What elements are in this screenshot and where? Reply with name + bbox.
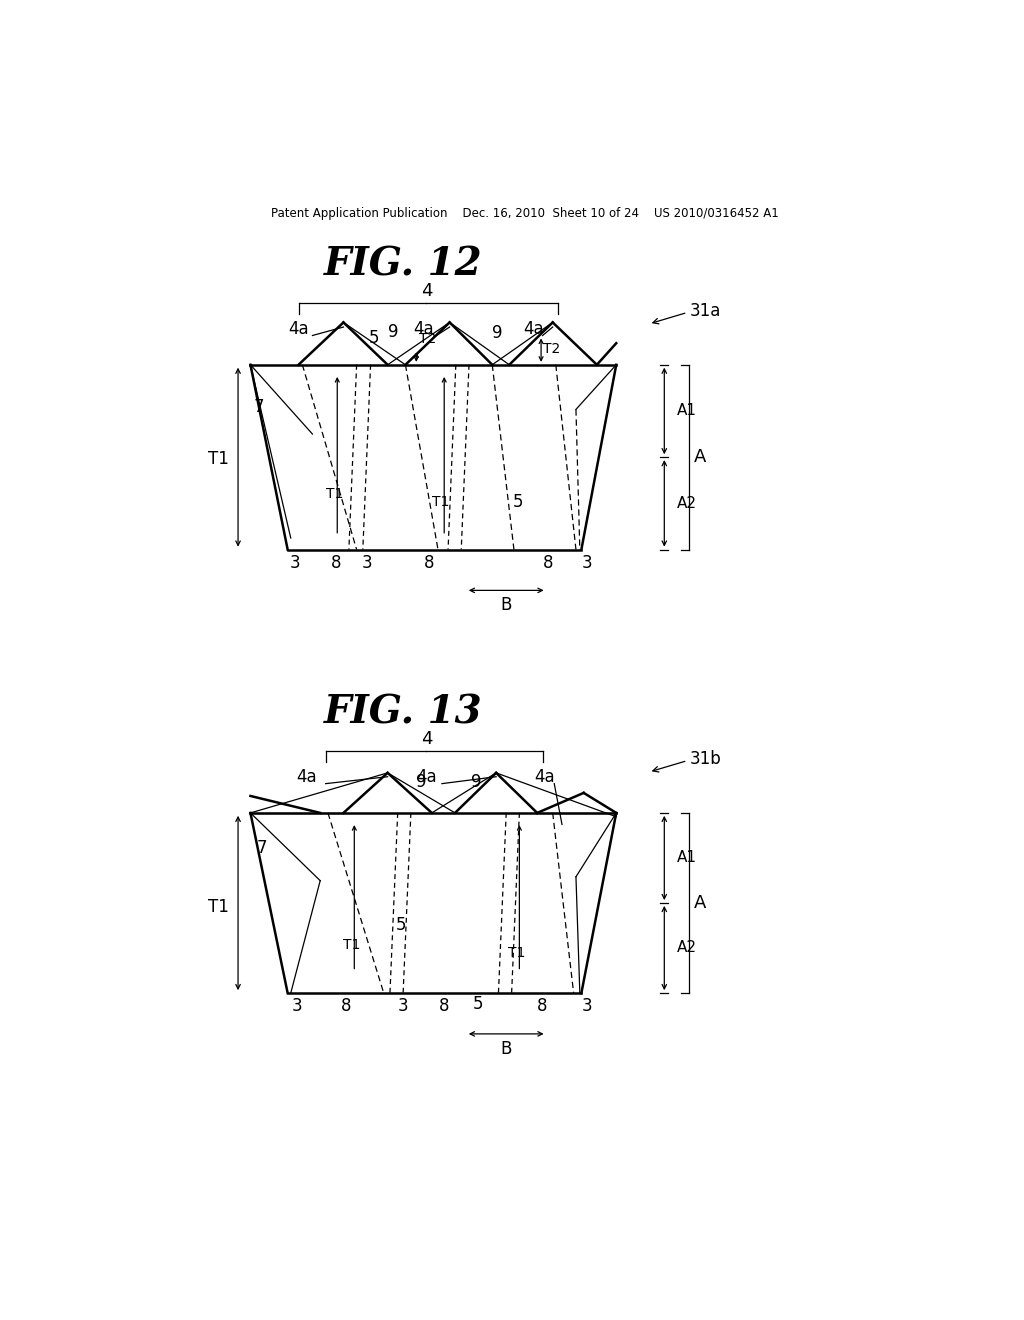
Text: Patent Application Publication    Dec. 16, 2010  Sheet 10 of 24    US 2010/03164: Patent Application Publication Dec. 16, … — [271, 207, 778, 220]
Text: T1: T1 — [326, 487, 343, 502]
Text: 3: 3 — [290, 553, 301, 572]
Text: B: B — [501, 1040, 512, 1057]
Text: 31a: 31a — [690, 302, 721, 319]
Text: 5: 5 — [395, 916, 406, 933]
Text: 8: 8 — [341, 997, 352, 1015]
Text: 4a: 4a — [416, 768, 436, 787]
Text: 31b: 31b — [690, 750, 722, 768]
Text: 7: 7 — [257, 838, 267, 857]
Text: 4a: 4a — [296, 768, 316, 787]
Text: 8: 8 — [424, 553, 434, 572]
Text: T1: T1 — [343, 939, 360, 952]
Text: T2: T2 — [544, 342, 561, 356]
Text: T1: T1 — [208, 898, 228, 916]
Text: 3: 3 — [292, 997, 302, 1015]
Text: 4: 4 — [421, 282, 432, 300]
Text: FIG. 13: FIG. 13 — [324, 694, 482, 731]
Text: T1: T1 — [508, 946, 525, 960]
Text: 5: 5 — [473, 995, 483, 1012]
Text: 5: 5 — [513, 492, 523, 511]
Text: 3: 3 — [397, 997, 409, 1015]
Text: 3: 3 — [582, 553, 592, 572]
Text: 9: 9 — [492, 325, 502, 342]
Text: T2: T2 — [419, 333, 436, 346]
Text: 4a: 4a — [414, 321, 434, 338]
Text: A2: A2 — [677, 940, 696, 956]
Text: 8: 8 — [439, 997, 450, 1015]
Text: T1: T1 — [432, 495, 450, 508]
Text: B: B — [501, 597, 512, 614]
Text: 3: 3 — [582, 997, 592, 1015]
Text: 5: 5 — [370, 329, 380, 347]
Text: 3: 3 — [361, 553, 372, 572]
Text: A: A — [693, 449, 707, 466]
Text: 7: 7 — [254, 399, 264, 416]
Text: A1: A1 — [677, 850, 696, 865]
Text: 9: 9 — [388, 322, 398, 341]
Text: 9: 9 — [416, 774, 426, 791]
Text: 4a: 4a — [288, 321, 309, 338]
Text: 4: 4 — [421, 730, 432, 748]
Text: A: A — [693, 894, 707, 912]
Text: 8: 8 — [543, 553, 553, 572]
Text: T1: T1 — [208, 450, 228, 467]
Text: 4a: 4a — [523, 321, 544, 338]
Text: 8: 8 — [538, 997, 548, 1015]
Text: 4a: 4a — [535, 768, 555, 787]
Text: FIG. 12: FIG. 12 — [324, 246, 482, 284]
Text: 9: 9 — [471, 774, 482, 791]
Text: 8: 8 — [331, 553, 341, 572]
Text: A1: A1 — [677, 404, 696, 418]
Text: A2: A2 — [677, 496, 696, 511]
